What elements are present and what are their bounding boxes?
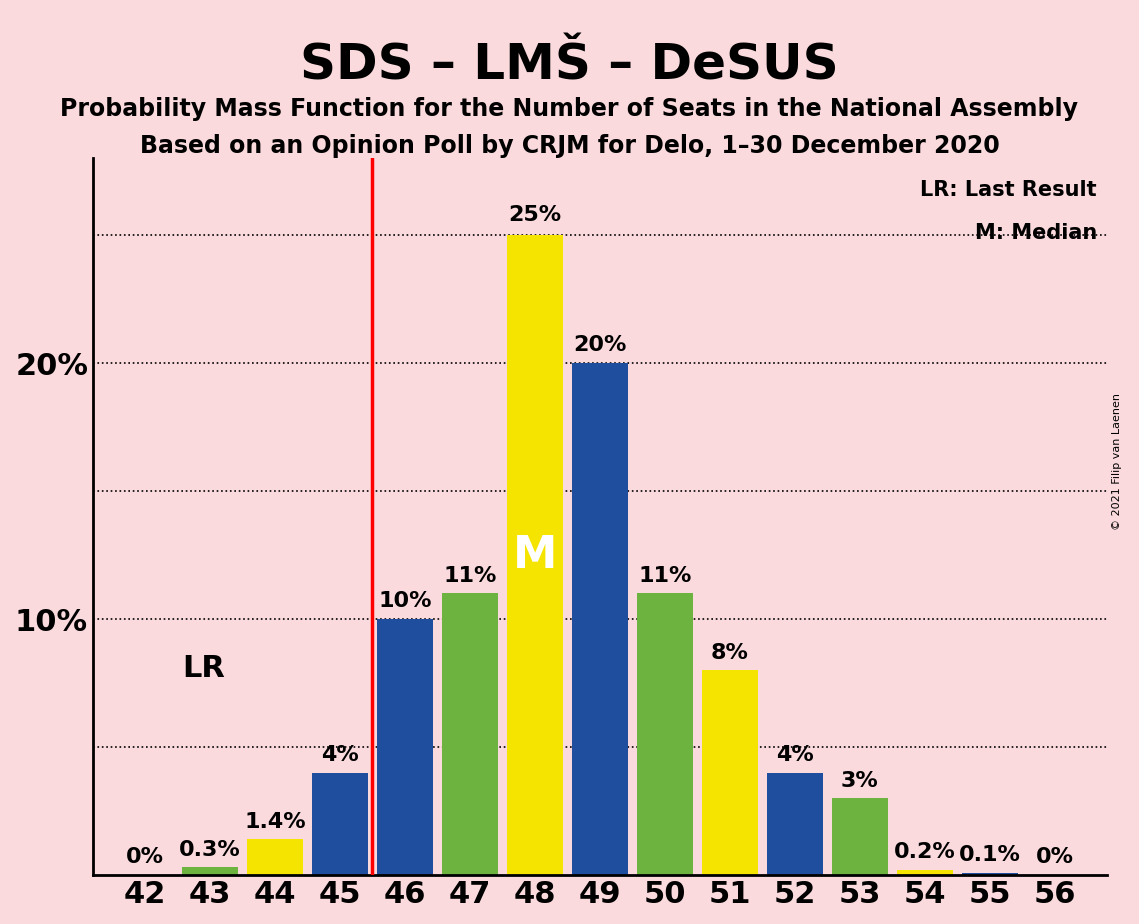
Bar <box>377 619 433 875</box>
Text: 20%: 20% <box>573 335 626 356</box>
Text: 8%: 8% <box>711 642 748 663</box>
Text: 4%: 4% <box>776 745 813 765</box>
Bar <box>312 772 368 875</box>
Text: 0.2%: 0.2% <box>894 843 956 862</box>
Text: 3%: 3% <box>841 771 879 791</box>
Bar <box>442 593 498 875</box>
Text: 0.1%: 0.1% <box>959 845 1021 865</box>
Text: © 2021 Filip van Laenen: © 2021 Filip van Laenen <box>1112 394 1122 530</box>
Text: 4%: 4% <box>321 745 359 765</box>
Text: Based on an Opinion Poll by CRJM for Delo, 1–30 December 2020: Based on an Opinion Poll by CRJM for Del… <box>140 134 999 158</box>
Bar <box>768 772 822 875</box>
Bar <box>962 872 1017 875</box>
Text: M: M <box>513 533 557 577</box>
Text: 1.4%: 1.4% <box>244 811 305 832</box>
Text: 11%: 11% <box>443 565 497 586</box>
Text: 10%: 10% <box>378 591 432 612</box>
Bar <box>833 798 887 875</box>
Bar <box>507 235 563 875</box>
Text: M: Median: M: Median <box>975 223 1097 243</box>
Bar <box>638 593 693 875</box>
Text: 0%: 0% <box>1035 847 1074 868</box>
Text: 11%: 11% <box>638 565 691 586</box>
Bar <box>898 870 952 875</box>
Bar <box>182 868 238 875</box>
Bar <box>247 839 303 875</box>
Text: Probability Mass Function for the Number of Seats in the National Assembly: Probability Mass Function for the Number… <box>60 97 1079 121</box>
Text: 0%: 0% <box>126 847 164 868</box>
Text: LR: LR <box>182 654 224 683</box>
Bar <box>572 363 628 875</box>
Text: LR: Last Result: LR: Last Result <box>920 180 1097 200</box>
Text: 0.3%: 0.3% <box>179 840 240 859</box>
Text: SDS – LMŠ – DeSUS: SDS – LMŠ – DeSUS <box>301 42 838 90</box>
Bar <box>703 670 757 875</box>
Text: 25%: 25% <box>508 205 562 225</box>
